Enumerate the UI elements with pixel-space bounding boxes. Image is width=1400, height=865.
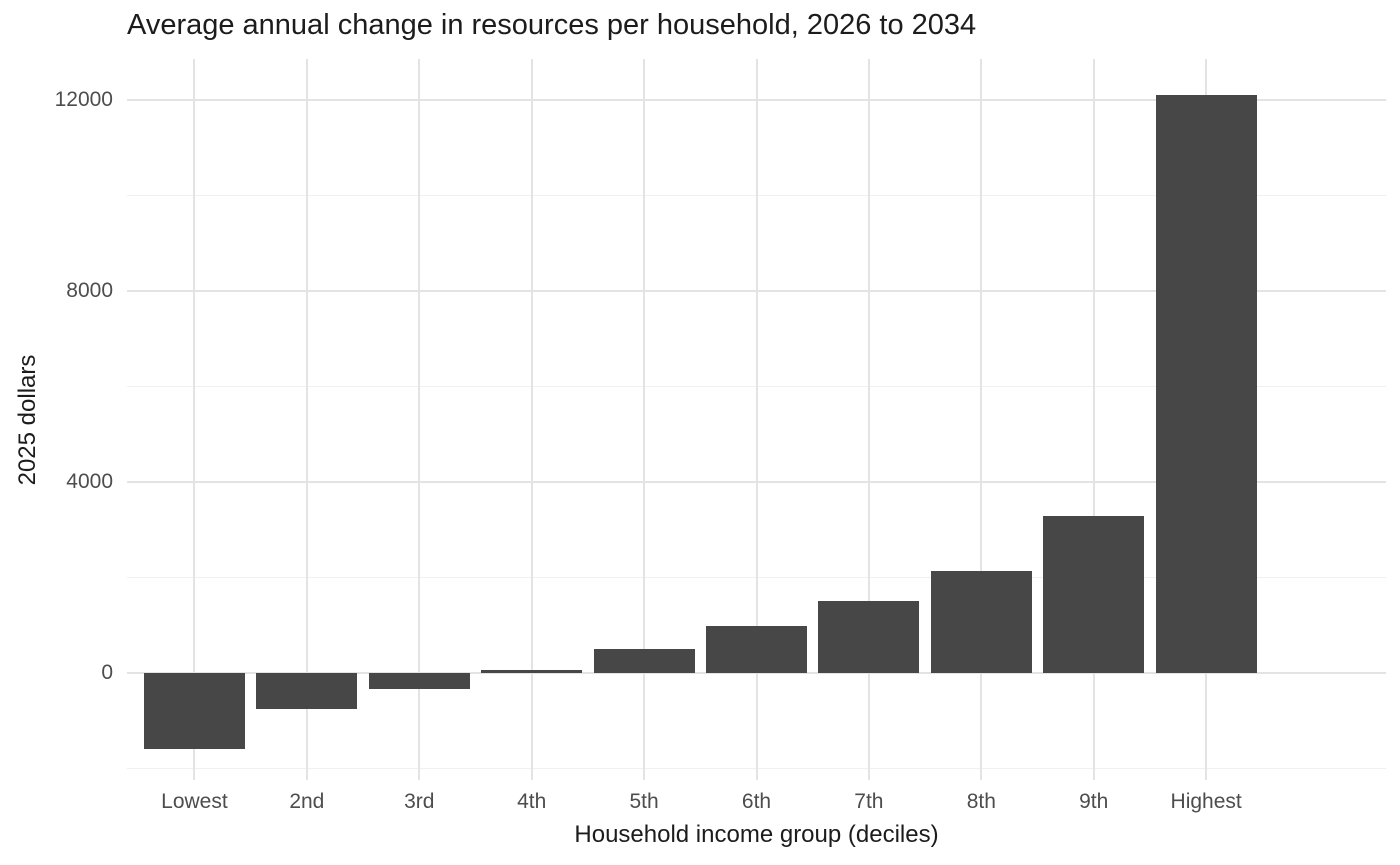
chart-title: Average annual change in resources per h… xyxy=(127,9,977,41)
x-axis-title: Household income group (deciles) xyxy=(574,821,939,848)
x-tick-label-lowest: Lowest xyxy=(161,790,228,813)
gridline-x-7th xyxy=(867,59,870,780)
x-tick-label-highest: Highest xyxy=(1170,790,1242,813)
gridline-x-2nd xyxy=(305,59,308,780)
y-tick-label-4000: 4000 xyxy=(66,469,113,493)
gridline-x-6th xyxy=(755,59,758,780)
gridline-x-8th xyxy=(980,59,983,780)
gridline-x-9th xyxy=(1092,59,1095,780)
gridline-x-3rd xyxy=(418,59,421,780)
bar-5th xyxy=(593,649,695,673)
x-tick-label-9th: 9th xyxy=(1079,790,1109,813)
x-tick-label-7th: 7th xyxy=(854,790,884,813)
gridline-x-5th xyxy=(643,59,646,780)
bar-highest xyxy=(1155,94,1257,673)
bar-4th xyxy=(481,669,583,673)
x-tick-label-2nd: 2nd xyxy=(289,790,325,813)
bar-7th xyxy=(818,601,920,673)
x-tick-label-8th: 8th xyxy=(966,790,996,813)
y-tick-label-0: 0 xyxy=(101,660,113,684)
x-tick-label-3rd: 3rd xyxy=(404,790,435,813)
y-tick-label-8000: 8000 xyxy=(66,278,113,302)
bar-3rd xyxy=(368,672,470,690)
x-tick-label-6th: 6th xyxy=(741,790,772,813)
bar-6th xyxy=(705,626,808,673)
y-tick-label-12000: 12000 xyxy=(54,87,113,111)
bar-lowest xyxy=(143,672,246,749)
gridline-x-4th xyxy=(530,59,533,780)
y-axis-title: 2025 dollars xyxy=(14,354,41,486)
x-tick-label-5th: 5th xyxy=(629,790,659,813)
bar-2nd xyxy=(256,672,358,710)
bar-8th xyxy=(930,571,1032,673)
bar-9th xyxy=(1043,516,1145,673)
plot-panel xyxy=(127,59,1386,780)
gridline-x-lowest xyxy=(193,59,196,780)
x-tick-label-4th: 4th xyxy=(517,790,547,813)
